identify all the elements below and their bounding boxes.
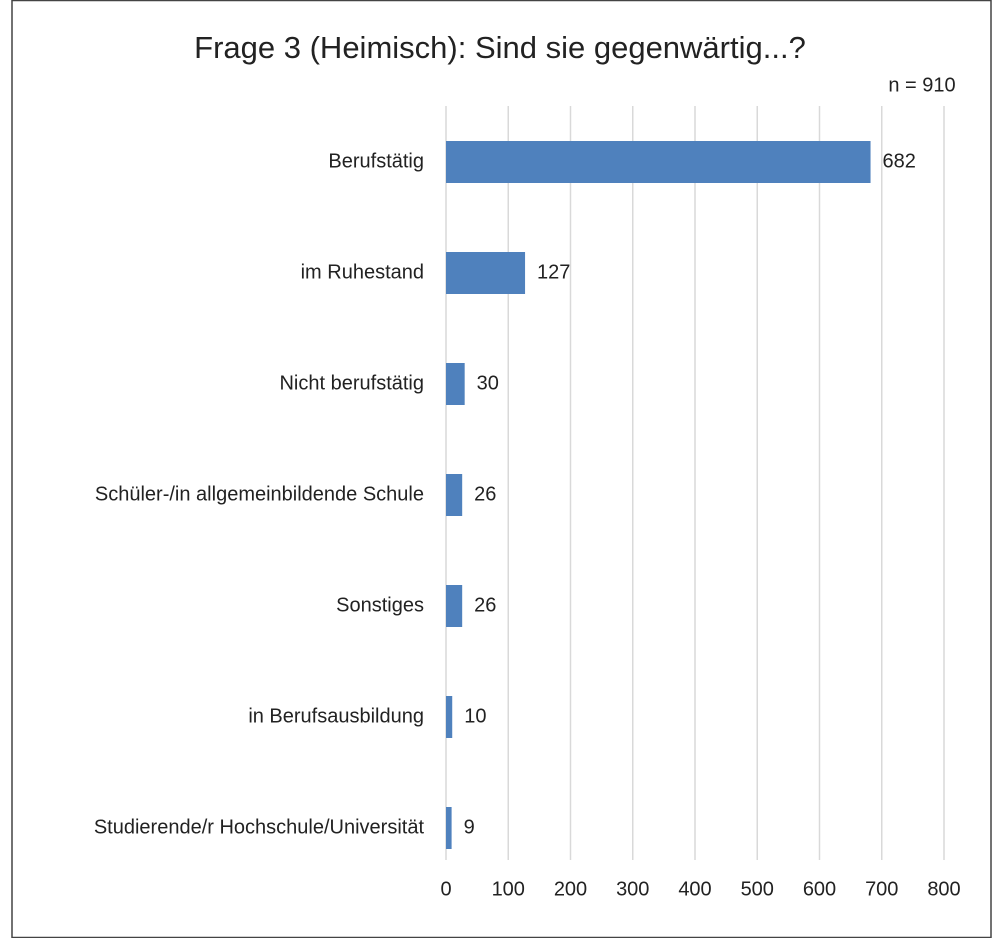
bar xyxy=(446,252,526,294)
x-tick-label: 800 xyxy=(927,878,960,900)
value-label: 682 xyxy=(883,150,916,172)
x-tick-label: 200 xyxy=(554,878,587,900)
chart-title: Frage 3 (Heimisch): Sind sie gegenwärtig… xyxy=(194,30,806,65)
value-label: 26 xyxy=(474,594,496,616)
y-tick-label: Sonstiges xyxy=(336,594,424,616)
y-tick-label: Studierende/r Hochschule/Universität xyxy=(94,816,425,838)
bar xyxy=(446,474,463,516)
value-label: 9 xyxy=(464,816,475,838)
value-label: 26 xyxy=(474,483,496,505)
value-label: 10 xyxy=(464,705,486,727)
x-tick-label: 500 xyxy=(741,878,774,900)
y-tick-label: in Berufsausbildung xyxy=(248,705,424,727)
y-tick-label: im Ruhestand xyxy=(301,261,424,283)
bar xyxy=(446,141,871,183)
x-tick-label: 0 xyxy=(440,878,451,900)
bar xyxy=(446,696,453,738)
bar xyxy=(446,585,463,627)
x-tick-label: 600 xyxy=(803,878,836,900)
y-tick-label: Schüler-/in allgemeinbildende Schule xyxy=(95,483,424,505)
y-tick-label: Nicht berufstätig xyxy=(279,372,424,394)
x-tick-label: 700 xyxy=(865,878,898,900)
annotation: n = 910 xyxy=(888,74,955,96)
y-tick-label: Berufstätig xyxy=(328,150,424,172)
value-label: 30 xyxy=(477,372,499,394)
x-tick-label: 300 xyxy=(616,878,649,900)
value-label: 127 xyxy=(537,261,570,283)
x-tick-label: 100 xyxy=(492,878,525,900)
x-tick-label: 400 xyxy=(678,878,711,900)
bar xyxy=(446,807,452,849)
bar xyxy=(446,363,465,405)
